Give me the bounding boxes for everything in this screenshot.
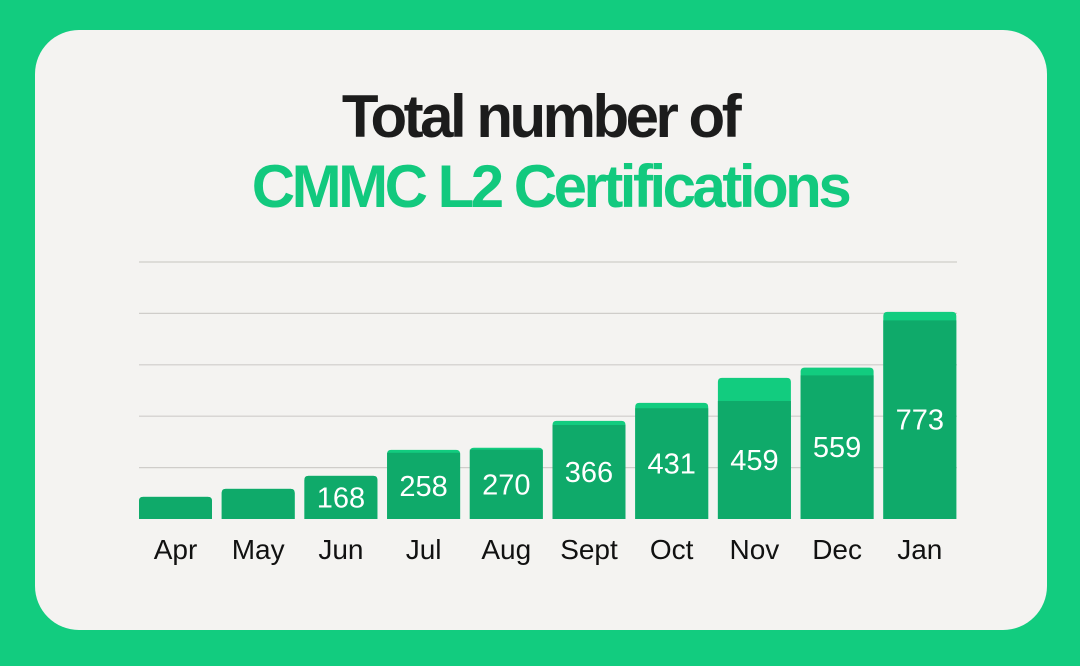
data-label-sept: 366 (565, 457, 613, 489)
bar-may (221, 488, 295, 519)
x-tick-label: Sept (560, 534, 618, 565)
bar-apr (139, 496, 212, 519)
x-tick-label: Dec (812, 534, 862, 565)
data-label-jun: 168 (317, 482, 365, 514)
x-tick-label: Oct (650, 534, 694, 565)
data-label-jan: 773 (896, 405, 944, 437)
bar-nov (717, 401, 791, 519)
chart-title-line2: CMMC L2 Certifications (252, 153, 850, 220)
x-tick-label: Jan (897, 534, 942, 565)
x-tick-label: Apr (154, 534, 198, 565)
data-label-oct: 431 (648, 449, 696, 481)
bar-jun (304, 475, 378, 519)
x-tick-label: Jun (318, 534, 363, 565)
bar-jul (387, 452, 461, 519)
bar-sept (552, 424, 626, 519)
data-label-jul: 258 (399, 471, 447, 503)
x-tick-label: Jul (406, 534, 442, 565)
x-tick-label: Nov (730, 534, 780, 565)
x-tick-label: Aug (481, 534, 531, 565)
data-label-aug: 270 (482, 469, 530, 501)
chart-title-line1: Total number of (342, 83, 743, 150)
bar-jan (883, 320, 957, 519)
data-label-dec: 559 (813, 432, 861, 464)
data-label-nov: 459 (730, 445, 778, 477)
bar-dec (800, 375, 874, 519)
bar-oct (635, 408, 709, 519)
x-tick-label: May (232, 534, 285, 565)
chart-card (35, 30, 1047, 630)
bar-aug (469, 449, 543, 519)
